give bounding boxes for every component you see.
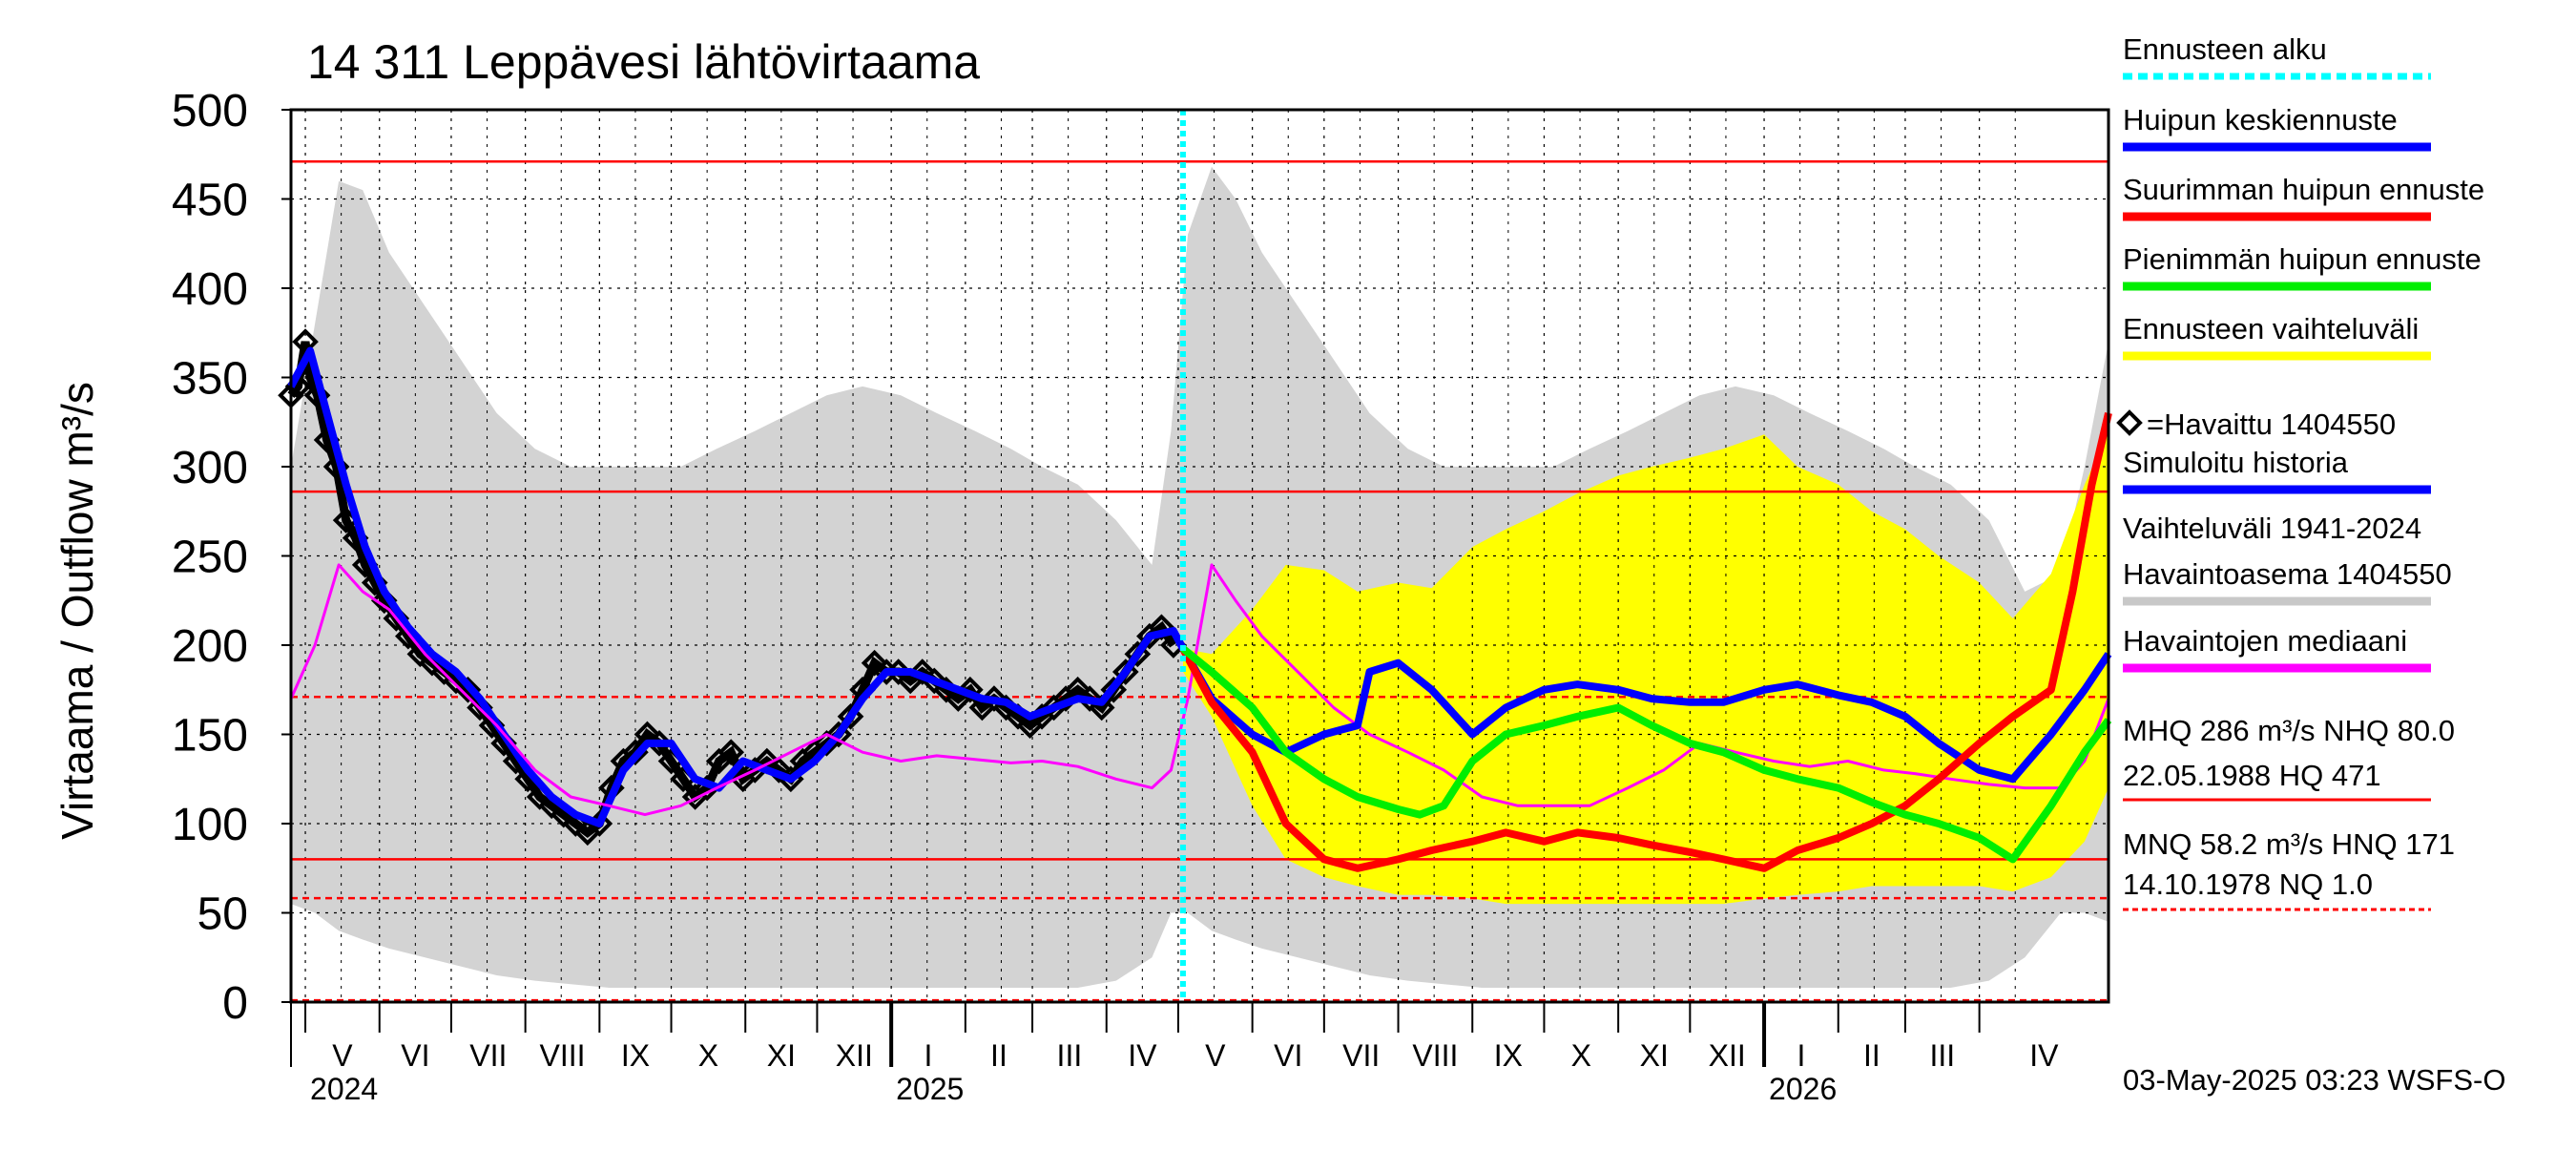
- legend-label: Havaintojen mediaani: [2123, 624, 2407, 658]
- month-tick-label: VII: [469, 1038, 507, 1073]
- year-tick-label: 2025: [896, 1072, 964, 1106]
- stats-mhq-nhq: MHQ 286 m³/s NHQ 80.0: [2123, 714, 2455, 747]
- legend-label: Huipun keskiennuste: [2123, 103, 2398, 136]
- month-tick-label: XII: [1709, 1038, 1746, 1073]
- reference-lines-layer: [291, 159, 2109, 1002]
- y-axis-label: Virtaama / Outflow m³/s: [52, 382, 102, 840]
- y-tick-label: 450: [172, 176, 248, 226]
- month-tick-label: I: [1797, 1038, 1805, 1073]
- legend-label: Vaihteluväli 1941-2024: [2123, 512, 2421, 545]
- legend-label: Suurimman huipun ennuste: [2123, 173, 2484, 206]
- observed-point: [1076, 685, 1104, 712]
- month-tick-label: VIII: [1412, 1038, 1458, 1073]
- observed-point: [825, 721, 852, 748]
- series-line-pienimm-n-huipun-ennuste: [1180, 645, 2112, 864]
- observed-point: [957, 676, 984, 703]
- observed-point: [717, 739, 745, 766]
- y-tick-label: 200: [172, 621, 248, 672]
- month-tick-label: XII: [836, 1038, 873, 1073]
- legend-label: Havaintoasema 1404550: [2123, 557, 2452, 591]
- month-tick-label: VIII: [539, 1038, 585, 1073]
- series-line-havaintojen-mediaani: [289, 563, 2110, 817]
- observed-point: [454, 676, 482, 703]
- month-tick-label: XI: [1640, 1038, 1669, 1073]
- series-layer: [278, 110, 2112, 1002]
- month-tick-label: XI: [767, 1038, 796, 1073]
- year-tick-label: 2024: [310, 1072, 378, 1106]
- observed-point: [837, 702, 864, 730]
- y-tick-label: 50: [197, 889, 248, 940]
- legend-label: Simuloitu historia: [2123, 446, 2349, 479]
- month-tick-label: IV: [1128, 1038, 1157, 1073]
- month-tick-label: III: [1057, 1038, 1083, 1073]
- observed-point: [1111, 659, 1139, 685]
- stats-mnq-hnq: MNQ 58.2 m³/s HNQ 171: [2123, 827, 2455, 861]
- legend-label: Pienimmän huipun ennuste: [2123, 242, 2482, 276]
- month-tick-label: X: [1571, 1038, 1591, 1073]
- y-tick-label: 350: [172, 354, 248, 405]
- legend-label: Ennusteen alku: [2123, 32, 2327, 66]
- month-tick-label: IX: [1494, 1038, 1523, 1073]
- observed-point: [765, 757, 793, 784]
- month-tick-label: IX: [621, 1038, 650, 1073]
- stats-hq: 22.05.1988 HQ 471: [2123, 759, 2381, 792]
- legend-label: =Havaittu 1404550: [2147, 408, 2396, 441]
- legend-label: Ennusteen vaihteluväli: [2123, 312, 2419, 345]
- y-tick-label: 0: [222, 978, 248, 1029]
- observed-point: [861, 649, 888, 677]
- month-tick-label: VII: [1342, 1038, 1380, 1073]
- month-tick-label: I: [924, 1038, 933, 1073]
- observed-point: [1148, 614, 1175, 641]
- series-line-suurimman-huipun-ennuste: [1179, 411, 2112, 872]
- observed-point: [981, 685, 1008, 712]
- month-tick-label: X: [698, 1038, 718, 1073]
- stats-nq: 14.10.1978 NQ 1.0: [2123, 868, 2373, 901]
- y-tick-label: 300: [172, 443, 248, 493]
- month-tick-label: IV: [2029, 1038, 2059, 1073]
- month-tick-label: III: [1929, 1038, 1955, 1073]
- month-tick-label: VI: [401, 1038, 429, 1073]
- chart-title: 14 311 Leppävesi lähtövirtaama: [307, 35, 980, 89]
- month-tick-label: V: [332, 1038, 353, 1073]
- legend-layer: Ennusteen alku Huipun keskiennuste Suurimm…: [2116, 32, 2484, 911]
- observed-point: [1124, 640, 1152, 668]
- observed-point: [1100, 676, 1128, 703]
- forecast-band-area: [1183, 430, 2109, 905]
- observed-point: [908, 659, 936, 685]
- y-tick-label: 150: [172, 711, 248, 762]
- y-tick-label: 500: [172, 86, 248, 136]
- y-tick-label: 400: [172, 264, 248, 315]
- year-tick-label: 2026: [1769, 1072, 1837, 1106]
- grid-layer: [291, 109, 2109, 1003]
- footer-timestamp: 03-May-2025 03:23 WSFS-O: [2123, 1063, 2505, 1097]
- month-tick-label: V: [1205, 1038, 1226, 1073]
- observed-line: [287, 341, 1177, 839]
- month-tick-label: II: [990, 1038, 1008, 1073]
- month-tick-label: II: [1863, 1038, 1880, 1073]
- legend-marker: [2116, 409, 2143, 436]
- y-tick-label: 250: [172, 533, 248, 583]
- month-tick-label: VI: [1274, 1038, 1302, 1073]
- series-line-simuloitu-historia: [287, 346, 1187, 827]
- y-tick-label: 100: [172, 800, 248, 850]
